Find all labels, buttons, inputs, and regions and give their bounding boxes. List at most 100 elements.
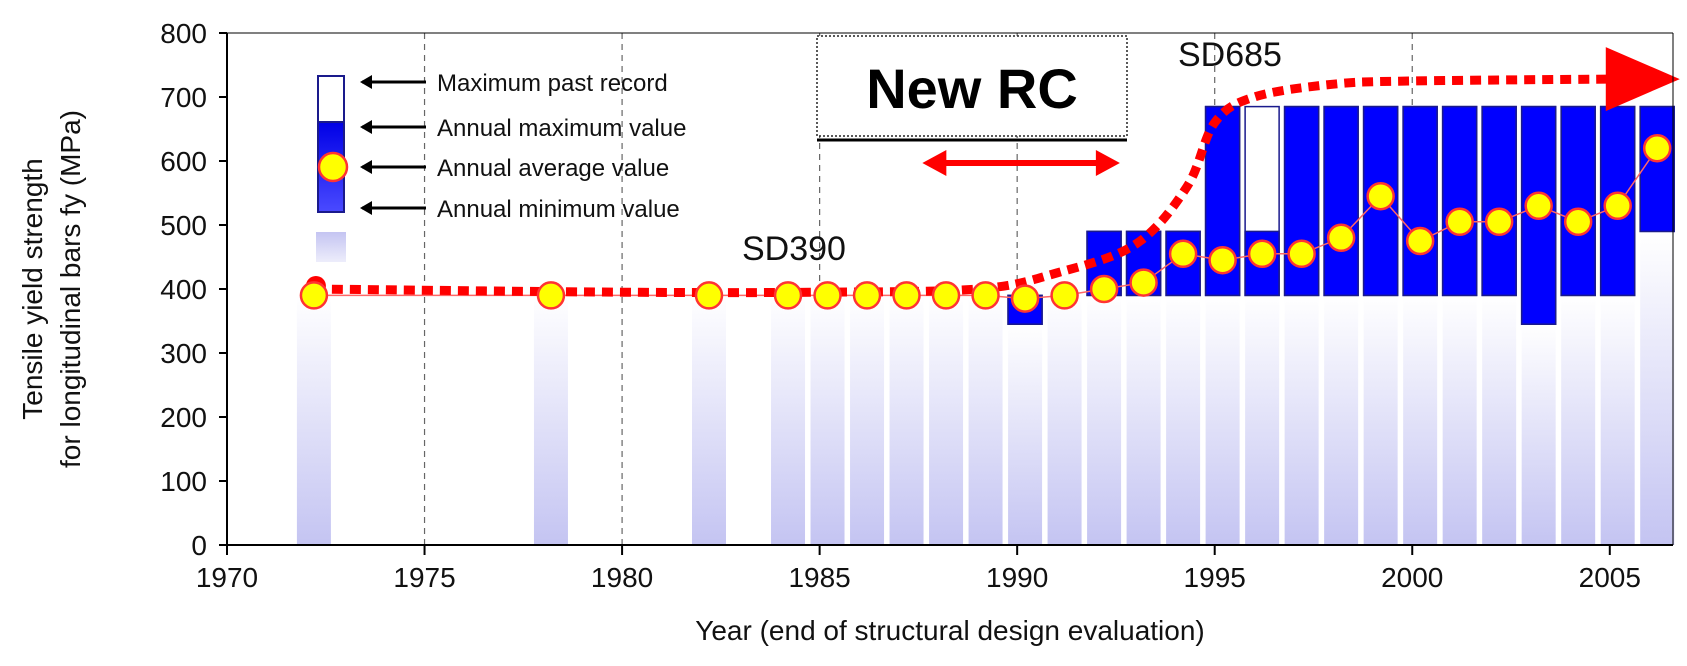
history-bar-5 (850, 295, 885, 545)
y-tick-label-500: 500 (160, 210, 207, 241)
x-axis-title: Year (end of structural design evaluatio… (695, 615, 1205, 646)
history-bar-7 (929, 295, 964, 545)
average-point-19 (1405, 226, 1435, 256)
range-bar-21 (1481, 105, 1517, 297)
history-bar-0 (296, 295, 331, 545)
average-point-3 (773, 281, 803, 310)
legend-label-average: Annual average value (437, 155, 669, 182)
sd685-label: SD685 (1178, 36, 1282, 74)
y-axis-title-line2: for longitudinal bars fy (MPa) (55, 110, 86, 468)
x-ticks: 1970 1975 1980 1985 1990 1995 2000 2005 (196, 545, 1641, 593)
x-tick-label-1995: 1995 (1184, 562, 1246, 593)
average-point-1 (536, 281, 566, 310)
history-bar-4 (810, 295, 845, 545)
average-point-10 (1050, 281, 1079, 310)
legend-arrow-annual-max (360, 120, 426, 134)
history-bar-3 (771, 295, 806, 545)
history-bar-25 (1640, 231, 1675, 545)
legend-swatch-history (316, 232, 346, 262)
history-bar-8 (968, 295, 1003, 545)
history-bar-15 (1245, 295, 1280, 545)
y-tick-label-400: 400 (160, 274, 207, 305)
new-rc-span-arrow (922, 150, 1120, 176)
legend-label-max-record: Maximum past record (437, 70, 668, 97)
new-rc-arrow-right-head (1095, 150, 1120, 176)
history-bar-12 (1126, 295, 1161, 545)
history-bar-21 (1482, 295, 1517, 545)
range-bar-20 (1441, 105, 1478, 297)
average-point-23 (1563, 207, 1593, 237)
x-tick-label-1985: 1985 (788, 562, 850, 593)
average-point-12 (1129, 268, 1158, 297)
average-point-24 (1603, 191, 1632, 221)
y-tick-label-100: 100 (160, 466, 207, 497)
history-bar-18 (1363, 295, 1398, 545)
average-point-18 (1366, 181, 1395, 211)
average-point-7 (931, 281, 961, 310)
legend-label-annual-max: Annual maximum value (437, 115, 686, 142)
history-bar-11 (1087, 295, 1122, 545)
y-ticks: 0 100 200 300 400 500 600 700 800 (160, 18, 227, 561)
average-point-14 (1208, 245, 1237, 275)
range-bar-23 (1560, 105, 1596, 297)
legend-arrow-max-record (360, 75, 426, 89)
history-bar-22 (1521, 324, 1556, 545)
y-tick-label-200: 200 (160, 402, 207, 433)
history-bar-17 (1324, 295, 1359, 545)
new-rc-label: New RC (866, 57, 1078, 120)
history-bar-1 (533, 295, 568, 545)
average-point-2 (694, 281, 724, 310)
average-point-8 (971, 281, 1000, 310)
y-tick-label-300: 300 (160, 338, 207, 369)
history-bar-24 (1600, 295, 1635, 545)
legend-label-annual-min: Annual minimum value (437, 196, 680, 223)
legend-swatch-max-record (317, 75, 345, 123)
legend-arrow-average (360, 160, 426, 174)
average-point-11 (1089, 274, 1119, 304)
x-tick-label-1980: 1980 (591, 562, 653, 593)
range-bar-19 (1402, 105, 1438, 297)
x-tick-label-2005: 2005 (1579, 562, 1641, 593)
new-rc-box: New RC (816, 35, 1128, 142)
legend-arrow-annual-min (360, 201, 426, 215)
average-points (299, 133, 1672, 313)
history-bars (296, 231, 1675, 545)
average-point-0 (299, 281, 329, 310)
y-tick-label-0: 0 (191, 530, 207, 561)
history-bar-14 (1205, 295, 1240, 545)
x-tick-label-1970: 1970 (196, 562, 258, 593)
history-bar-2 (692, 295, 726, 545)
x-tick-label-1975: 1975 (393, 562, 455, 593)
sd390-label: SD390 (742, 230, 846, 268)
new-rc-arrow-left-head (922, 150, 947, 176)
range-bar-17 (1323, 105, 1359, 297)
average-point-25 (1642, 133, 1672, 163)
history-bar-9 (1008, 324, 1043, 545)
average-point-16 (1287, 239, 1316, 269)
history-bar-19 (1403, 295, 1438, 545)
trend-curve (313, 74, 1610, 298)
average-point-4 (813, 281, 842, 310)
range-bar-25 (1639, 105, 1675, 233)
history-bar-6 (889, 295, 924, 545)
average-point-22 (1524, 191, 1553, 221)
average-point-13 (1168, 239, 1198, 269)
average-point-15 (1247, 239, 1277, 269)
history-bar-20 (1442, 295, 1477, 545)
trend-arrowhead (1605, 47, 1680, 112)
average-point-17 (1326, 223, 1356, 253)
x-tick-label-2000: 2000 (1381, 562, 1443, 593)
y-tick-label-800: 800 (160, 18, 207, 49)
average-point-5 (852, 281, 882, 310)
y-axis-title-line1: Tensile yield strength (17, 158, 48, 419)
average-point-21 (1484, 207, 1514, 237)
x-tick-label-1990: 1990 (986, 562, 1048, 593)
y-tick-label-700: 700 (160, 82, 207, 113)
average-point-9 (1010, 284, 1040, 313)
history-bar-16 (1284, 295, 1319, 545)
history-bar-23 (1561, 295, 1596, 545)
range-bar-22 (1520, 105, 1557, 325)
y-tick-label-600: 600 (160, 146, 207, 177)
history-bar-13 (1166, 295, 1201, 545)
